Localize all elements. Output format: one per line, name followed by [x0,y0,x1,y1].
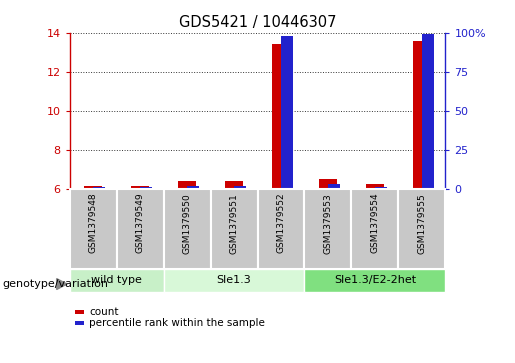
Text: genotype/variation: genotype/variation [3,279,109,289]
Text: percentile rank within the sample: percentile rank within the sample [89,318,265,328]
Polygon shape [57,279,67,290]
Text: wild type: wild type [91,276,142,285]
Bar [211,189,258,269]
Bar [304,269,445,292]
Text: GSM1379552: GSM1379552 [277,193,285,253]
Text: GSM1379548: GSM1379548 [89,193,97,253]
Bar [70,189,116,269]
Text: Sle1.3: Sle1.3 [217,276,251,285]
Bar [422,34,434,189]
Bar [131,187,149,189]
Text: GSM1379555: GSM1379555 [418,193,426,253]
Text: GSM1379550: GSM1379550 [182,193,192,253]
Text: count: count [89,307,118,317]
Bar [234,185,246,189]
Bar [271,44,290,189]
Bar [70,269,164,292]
Text: GSM1379554: GSM1379554 [370,193,380,253]
Bar [375,187,387,189]
Bar [319,179,337,189]
Bar [187,185,199,189]
Text: Sle1.3/E2-2het: Sle1.3/E2-2het [334,276,416,285]
Bar [75,321,84,325]
Bar [258,189,304,269]
Text: GSM1379549: GSM1379549 [135,193,145,253]
Bar [352,189,399,269]
Bar [140,187,152,189]
Bar [164,269,304,292]
Bar [116,189,164,269]
Text: GSM1379551: GSM1379551 [230,193,238,253]
Bar [83,187,102,189]
Bar [366,184,384,189]
Bar [178,182,196,189]
Bar [93,187,105,189]
Bar [304,189,352,269]
Bar [75,310,84,314]
Bar [328,184,340,189]
Bar [399,189,445,269]
Bar [225,182,244,189]
Title: GDS5421 / 10446307: GDS5421 / 10446307 [179,15,336,30]
Bar [413,41,432,189]
Text: GSM1379553: GSM1379553 [323,193,333,253]
Bar [164,189,211,269]
Bar [281,36,293,189]
